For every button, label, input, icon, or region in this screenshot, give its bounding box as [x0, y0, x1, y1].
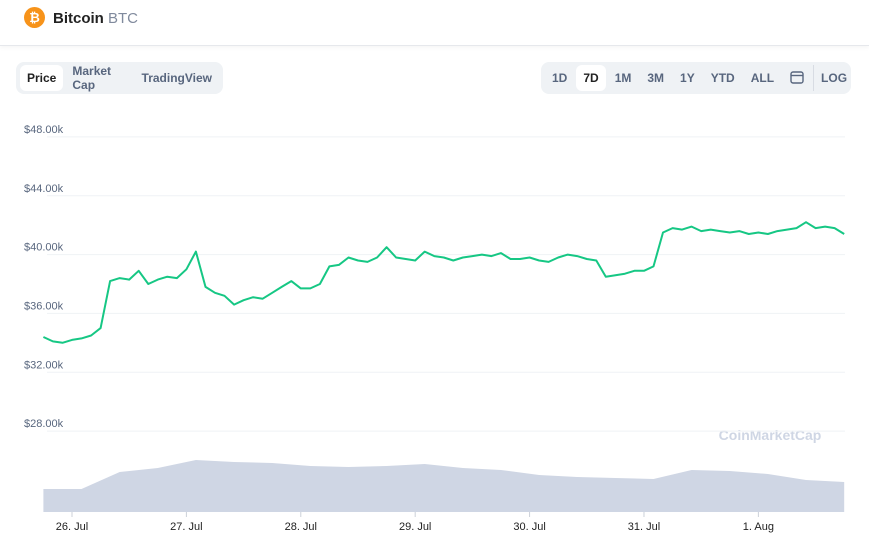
name: Bitcoin — [53, 10, 104, 27]
watermark: CoinMarketCap — [719, 427, 822, 443]
x-tick-label: 31. Jul — [628, 521, 660, 533]
y-tick-label: $44.00k — [24, 183, 64, 195]
coin-name: Bitcoin BTC — [53, 10, 138, 27]
log-toggle[interactable]: LOG — [813, 65, 854, 91]
y-tick-label: $36.00k — [24, 300, 64, 312]
tabs: Price Market Cap TradingView — [16, 62, 223, 94]
y-tick-label: $32.00k — [24, 359, 64, 371]
y-tick-label: $48.00k — [24, 124, 64, 136]
x-tick-label: 28. Jul — [285, 521, 317, 533]
symbol: BTC — [108, 10, 139, 27]
x-tick-label: 30. Jul — [513, 521, 545, 533]
header: ₿ Bitcoin BTC — [0, 0, 869, 46]
range[interactable]: 3M — [647, 71, 665, 85]
tab[interactable]: Price — [20, 65, 64, 91]
tab[interactable]: TradingView — [141, 71, 212, 85]
range[interactable]: 7D — [576, 65, 606, 91]
x-tick-label: 27. Jul — [170, 521, 202, 533]
volume-area — [43, 460, 845, 512]
range[interactable]: ALL — [750, 71, 775, 85]
y-tick-label: $28.00k — [24, 418, 64, 430]
range[interactable]: 1M — [614, 71, 632, 85]
range[interactable]: 1Y — [680, 71, 695, 85]
x-tick-label: 26. Jul — [56, 521, 88, 533]
range-bar: 1D 7D 1M 3M 1Y YTD ALL LOG — [541, 62, 851, 94]
range[interactable]: 1D — [552, 71, 568, 85]
range[interactable]: YTD — [710, 71, 735, 85]
y-tick-label: $40.00k — [24, 242, 64, 254]
calendar[interactable] — [783, 64, 811, 93]
price-line — [42, 221, 845, 344]
x-tick-label: 29. Jul — [399, 521, 431, 533]
tab[interactable]: Market Cap — [72, 64, 112, 92]
coin-logo: ₿ — [24, 7, 45, 28]
x-tick-label: 1. Aug — [743, 521, 774, 533]
